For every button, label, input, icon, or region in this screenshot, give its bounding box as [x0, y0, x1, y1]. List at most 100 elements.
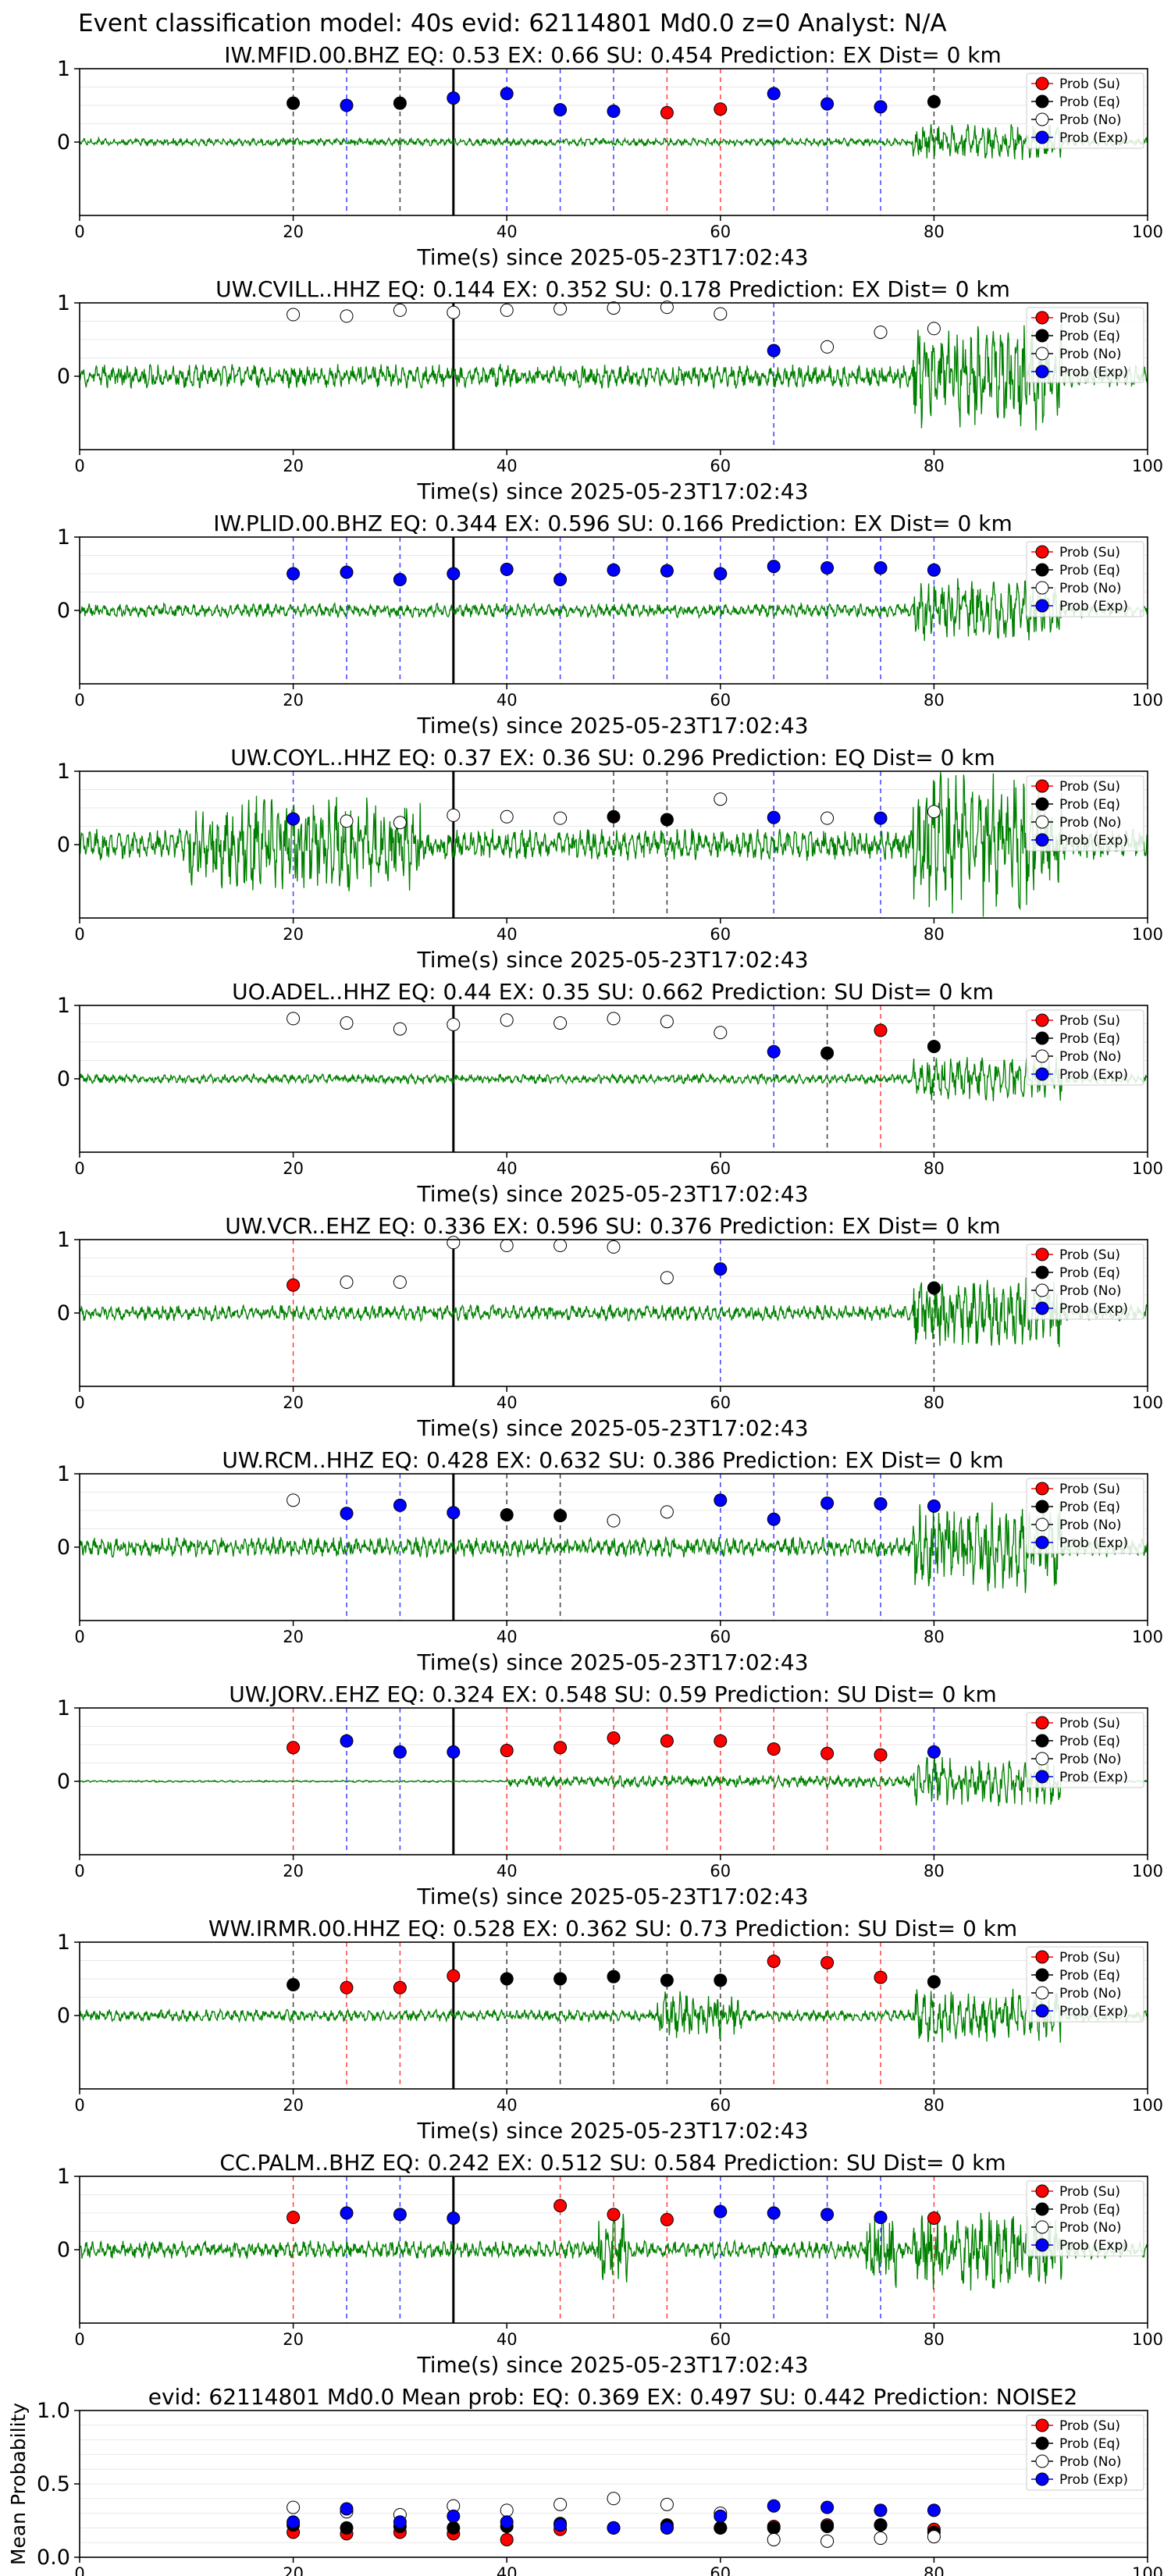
prob-point-eq	[287, 1978, 301, 1992]
legend-label-exp: Prob (Exp)	[1059, 1067, 1128, 1083]
x-tick-label: 60	[710, 2330, 731, 2349]
x-tick-label: 20	[283, 1393, 304, 1412]
x-tick-label: 40	[497, 2330, 518, 2349]
mean-prob-point-exp	[553, 2518, 568, 2532]
x-tick-label: 40	[497, 925, 518, 944]
legend-marker-no	[1035, 347, 1049, 361]
x-tick-label: 80	[924, 457, 945, 475]
x-tick-label: 0	[74, 222, 84, 241]
mean-prob-point-exp	[500, 2515, 514, 2529]
x-tick-label: 0	[74, 1862, 84, 1880]
prob-point-exp	[393, 573, 407, 587]
prob-point-su	[874, 1023, 888, 1037]
legend-label-exp: Prob (Exp)	[1059, 130, 1128, 146]
legend-label-su: Prob (Su)	[1059, 1716, 1120, 1731]
panel-title: CC.PALM..BHZ EQ: 0.242 EX: 0.512 SU: 0.5…	[219, 2150, 1005, 2176]
waveform-trace	[79, 322, 1148, 431]
mean-prob-point-eq	[767, 2521, 781, 2535]
prob-point-no	[553, 811, 568, 825]
prob-point-exp	[287, 567, 301, 581]
mean-prob-point-exp	[340, 2502, 354, 2516]
x-tick-label: 60	[710, 2096, 731, 2115]
legend-marker-eq	[1035, 94, 1049, 109]
prob-point-eq	[714, 1973, 728, 1987]
prob-point-exp	[393, 1745, 407, 1759]
legend-marker-no	[1035, 112, 1049, 126]
y-tick-label: 1	[57, 1462, 70, 1486]
x-tick-label: 40	[497, 457, 518, 475]
y-tick-label: 1	[57, 760, 70, 784]
mean-prob-point-eq	[874, 2518, 888, 2532]
prob-point-su	[820, 1746, 835, 1760]
legend-label-no: Prob (No)	[1059, 1752, 1122, 1767]
x-tick-label: 40	[497, 1393, 518, 1412]
legend-label-eq: Prob (Eq)	[1059, 797, 1120, 813]
x-tick-label: 80	[924, 2096, 945, 2115]
y-tick-label: 0	[57, 1535, 70, 1560]
x-tick-label: 20	[283, 1862, 304, 1880]
legend-label-exp: Prob (Exp)	[1059, 2004, 1128, 2019]
legend-marker-no	[1035, 1049, 1049, 1063]
legend-label-eq: Prob (Eq)	[1059, 329, 1120, 344]
x-tick-label: 0	[74, 1159, 84, 1178]
x-tick-label: 0	[74, 2096, 84, 2115]
legend-label-eq: Prob (Eq)	[1059, 1734, 1120, 1749]
mean-prob-point-no	[287, 2500, 301, 2514]
x-tick-label: 20	[283, 1628, 304, 1646]
y-tick-label: 1	[57, 291, 70, 315]
x-tick-label: 60	[710, 925, 731, 944]
legend-label-su: Prob (Su)	[1059, 2184, 1120, 2200]
legend-box	[1026, 307, 1144, 383]
prob-point-eq	[393, 96, 407, 110]
legend-label-eq: Prob (Eq)	[1059, 1968, 1120, 1984]
legend-marker-no	[1035, 1517, 1049, 1532]
prob-point-su	[660, 1734, 674, 1748]
prob-point-exp	[447, 1506, 461, 1520]
panel-title: UW.JORV..EHZ EQ: 0.324 EX: 0.548 SU: 0.5…	[229, 1681, 997, 1707]
mean-prob-point-exp	[393, 2515, 407, 2529]
figure-suptitle: Event classification model: 40s evid: 62…	[78, 9, 947, 37]
prob-point-exp	[767, 87, 781, 101]
x-tick-label: 40	[497, 2096, 518, 2115]
mean-prob-point-no	[553, 2497, 568, 2511]
mean-prob-point-eq	[447, 2521, 461, 2535]
legend-box	[1026, 541, 1144, 617]
mean-probability-panel: Mean Probability 0.0 0.5 1.0 0 20 40 60 80 100 evi…	[7, 2384, 1163, 2576]
legend-marker-su	[1035, 545, 1049, 559]
prob-point-exp	[340, 2206, 354, 2220]
x-tick-label: 0	[74, 925, 84, 944]
legend-label-su: Prob (Su)	[1059, 1482, 1120, 1497]
y-tick-label: 0	[57, 599, 70, 623]
prob-point-no	[660, 1271, 674, 1285]
prob-point-exp	[340, 98, 354, 112]
legend-marker-no	[1035, 2454, 1049, 2468]
panel-title: UW.CVILL..HHZ EQ: 0.144 EX: 0.352 SU: 0.…	[215, 276, 1010, 302]
prob-point-su	[767, 1742, 781, 1756]
legend-marker-no	[1035, 1283, 1049, 1297]
prob-point-no	[553, 1239, 568, 1253]
legend: Prob (Su) Prob (Eq) Prob (No) Prob (Exp)	[1026, 1009, 1144, 1086]
prob-point-no	[927, 805, 941, 819]
prob-point-su	[340, 1980, 354, 1994]
legend-box	[1026, 73, 1144, 149]
mean-prob-point-exp	[874, 2503, 888, 2517]
legend-label-no: Prob (No)	[1059, 2454, 1122, 2470]
prob-point-su	[553, 1741, 568, 1755]
y-tick-label: 1	[57, 1228, 70, 1252]
prob-point-su	[767, 1954, 781, 1968]
legend-marker-eq	[1035, 2436, 1049, 2450]
prob-point-no	[607, 301, 621, 315]
x-tick-label: 80	[924, 1393, 945, 1412]
mean-prob-point-exp	[767, 2499, 781, 2513]
panel-title: IW.PLID.00.BHZ EQ: 0.344 EX: 0.596 SU: 0…	[213, 511, 1012, 536]
legend-marker-no	[1035, 815, 1049, 829]
prob-point-su	[714, 1734, 728, 1748]
mean-prob-point-no	[927, 2530, 941, 2544]
legend-box	[1026, 1712, 1144, 1788]
prob-point-exp	[927, 563, 941, 577]
legend-label-no: Prob (No)	[1059, 1986, 1122, 2001]
prob-point-exp	[500, 87, 514, 101]
prob-point-no	[500, 303, 514, 317]
